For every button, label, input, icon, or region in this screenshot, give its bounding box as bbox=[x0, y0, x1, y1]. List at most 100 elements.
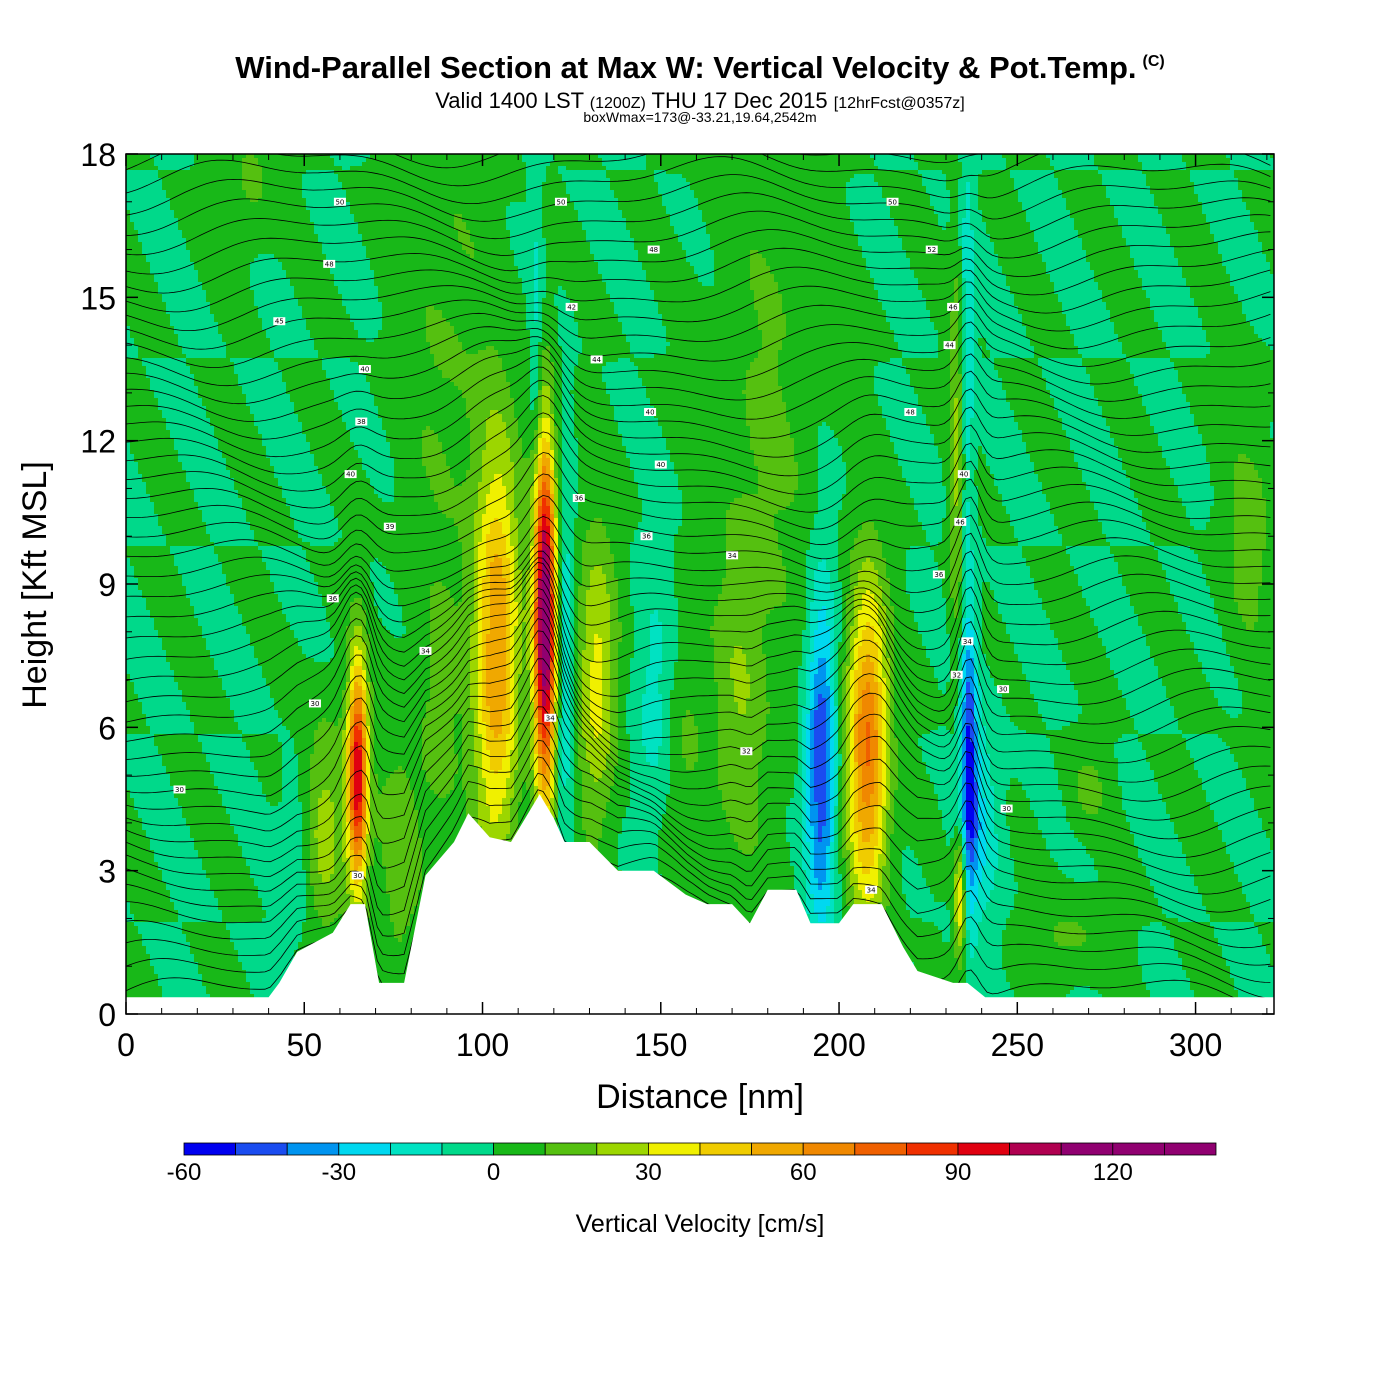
w-field-cell bbox=[138, 202, 143, 207]
w-field-cell bbox=[134, 474, 139, 479]
w-field-cell bbox=[130, 942, 135, 947]
w-field-cell bbox=[134, 166, 139, 171]
w-field-cell bbox=[134, 550, 139, 555]
w-field-cell bbox=[134, 990, 139, 995]
w-field-cell bbox=[130, 862, 135, 867]
w-field-cell bbox=[134, 310, 139, 315]
w-field-cell bbox=[130, 258, 135, 263]
w-field-cell bbox=[138, 218, 143, 223]
w-field-cell bbox=[134, 862, 139, 867]
w-field-cell bbox=[130, 670, 135, 675]
w-field-cell bbox=[130, 946, 135, 951]
w-field-cell bbox=[134, 874, 139, 879]
w-field-cell bbox=[130, 490, 135, 495]
w-field-cell bbox=[134, 306, 139, 311]
w-field-cell bbox=[130, 950, 135, 955]
w-field-cell bbox=[134, 298, 139, 303]
w-field-cell bbox=[134, 390, 139, 395]
w-field-cell bbox=[130, 722, 135, 727]
w-field-cell bbox=[134, 506, 139, 511]
w-field-cell bbox=[130, 702, 135, 707]
w-field-cell bbox=[130, 590, 135, 595]
w-field-cell bbox=[134, 246, 139, 251]
w-field-cell bbox=[134, 798, 139, 803]
w-field-cell bbox=[130, 178, 135, 183]
w-field-cell bbox=[138, 246, 143, 251]
w-field-cell bbox=[134, 206, 139, 211]
w-field-cell bbox=[130, 742, 135, 747]
w-field-cell bbox=[130, 762, 135, 767]
w-field-cell bbox=[134, 522, 139, 527]
w-field-cell bbox=[130, 218, 135, 223]
w-field-cell bbox=[130, 174, 135, 179]
w-field-cell bbox=[130, 170, 135, 175]
w-field-cell bbox=[130, 346, 135, 351]
w-field-cell bbox=[134, 174, 139, 179]
w-field-cell bbox=[134, 562, 139, 567]
w-field-cell bbox=[134, 710, 139, 715]
w-field-cell bbox=[134, 218, 139, 223]
w-field-cell bbox=[138, 242, 143, 247]
w-field-cell bbox=[134, 754, 139, 759]
w-field-cell bbox=[134, 350, 139, 355]
w-field-cell bbox=[130, 958, 135, 963]
w-field-cell bbox=[134, 194, 139, 199]
w-field-cell bbox=[134, 606, 139, 611]
w-field-cell bbox=[130, 778, 135, 783]
w-field-cell bbox=[138, 206, 143, 211]
w-field-cell bbox=[130, 470, 135, 475]
w-field-cell bbox=[130, 410, 135, 415]
w-field-cell bbox=[134, 338, 139, 343]
w-field-cell bbox=[134, 178, 139, 183]
w-field-cell bbox=[130, 674, 135, 679]
w-field-cell bbox=[130, 770, 135, 775]
w-field-cell bbox=[134, 642, 139, 647]
w-field-cell bbox=[130, 834, 135, 839]
w-field-cell bbox=[134, 198, 139, 203]
w-field-cell bbox=[130, 714, 135, 719]
w-field-cell bbox=[130, 354, 135, 359]
w-field-cell bbox=[134, 674, 139, 679]
w-field-cell bbox=[130, 562, 135, 567]
w-field-cell bbox=[134, 602, 139, 607]
w-field-cell bbox=[130, 850, 135, 855]
w-field-cell bbox=[134, 658, 139, 663]
w-field-cell bbox=[134, 538, 139, 543]
vertical-velocity-field bbox=[126, 154, 1275, 1015]
w-field-cell bbox=[134, 362, 139, 367]
w-field-cell bbox=[130, 650, 135, 655]
w-field-cell bbox=[130, 494, 135, 499]
w-field-cell bbox=[130, 706, 135, 711]
w-field-cell bbox=[130, 982, 135, 987]
w-field-cell bbox=[134, 262, 139, 267]
w-field-cell bbox=[130, 374, 135, 379]
w-field-cell bbox=[134, 442, 139, 447]
w-field-cell bbox=[130, 226, 135, 231]
w-field-cell bbox=[134, 578, 139, 583]
w-field-cell bbox=[130, 366, 135, 371]
w-field-cell bbox=[130, 162, 135, 167]
w-field-cell bbox=[134, 954, 139, 959]
w-field-cell bbox=[134, 322, 139, 327]
w-field-cell bbox=[130, 754, 135, 759]
w-field-cell bbox=[130, 618, 135, 623]
w-field-cell bbox=[134, 386, 139, 391]
w-field-cell bbox=[134, 794, 139, 799]
w-field-cell bbox=[130, 934, 135, 939]
w-field-cell bbox=[134, 482, 139, 487]
w-field-cell bbox=[130, 394, 135, 399]
w-field-cell bbox=[138, 190, 143, 195]
w-field-cell bbox=[130, 418, 135, 423]
w-field-cell bbox=[130, 686, 135, 691]
w-field-cell bbox=[130, 878, 135, 883]
w-field-cell bbox=[134, 250, 139, 255]
w-field-cell bbox=[134, 398, 139, 403]
w-field-cell bbox=[130, 362, 135, 367]
w-field-cell bbox=[138, 158, 143, 163]
w-field-cell bbox=[134, 922, 139, 927]
w-field-cell bbox=[130, 690, 135, 695]
w-field-cell bbox=[138, 262, 143, 267]
w-field-cell bbox=[134, 866, 139, 871]
w-field-cell bbox=[138, 274, 143, 279]
w-field-cell bbox=[134, 270, 139, 275]
